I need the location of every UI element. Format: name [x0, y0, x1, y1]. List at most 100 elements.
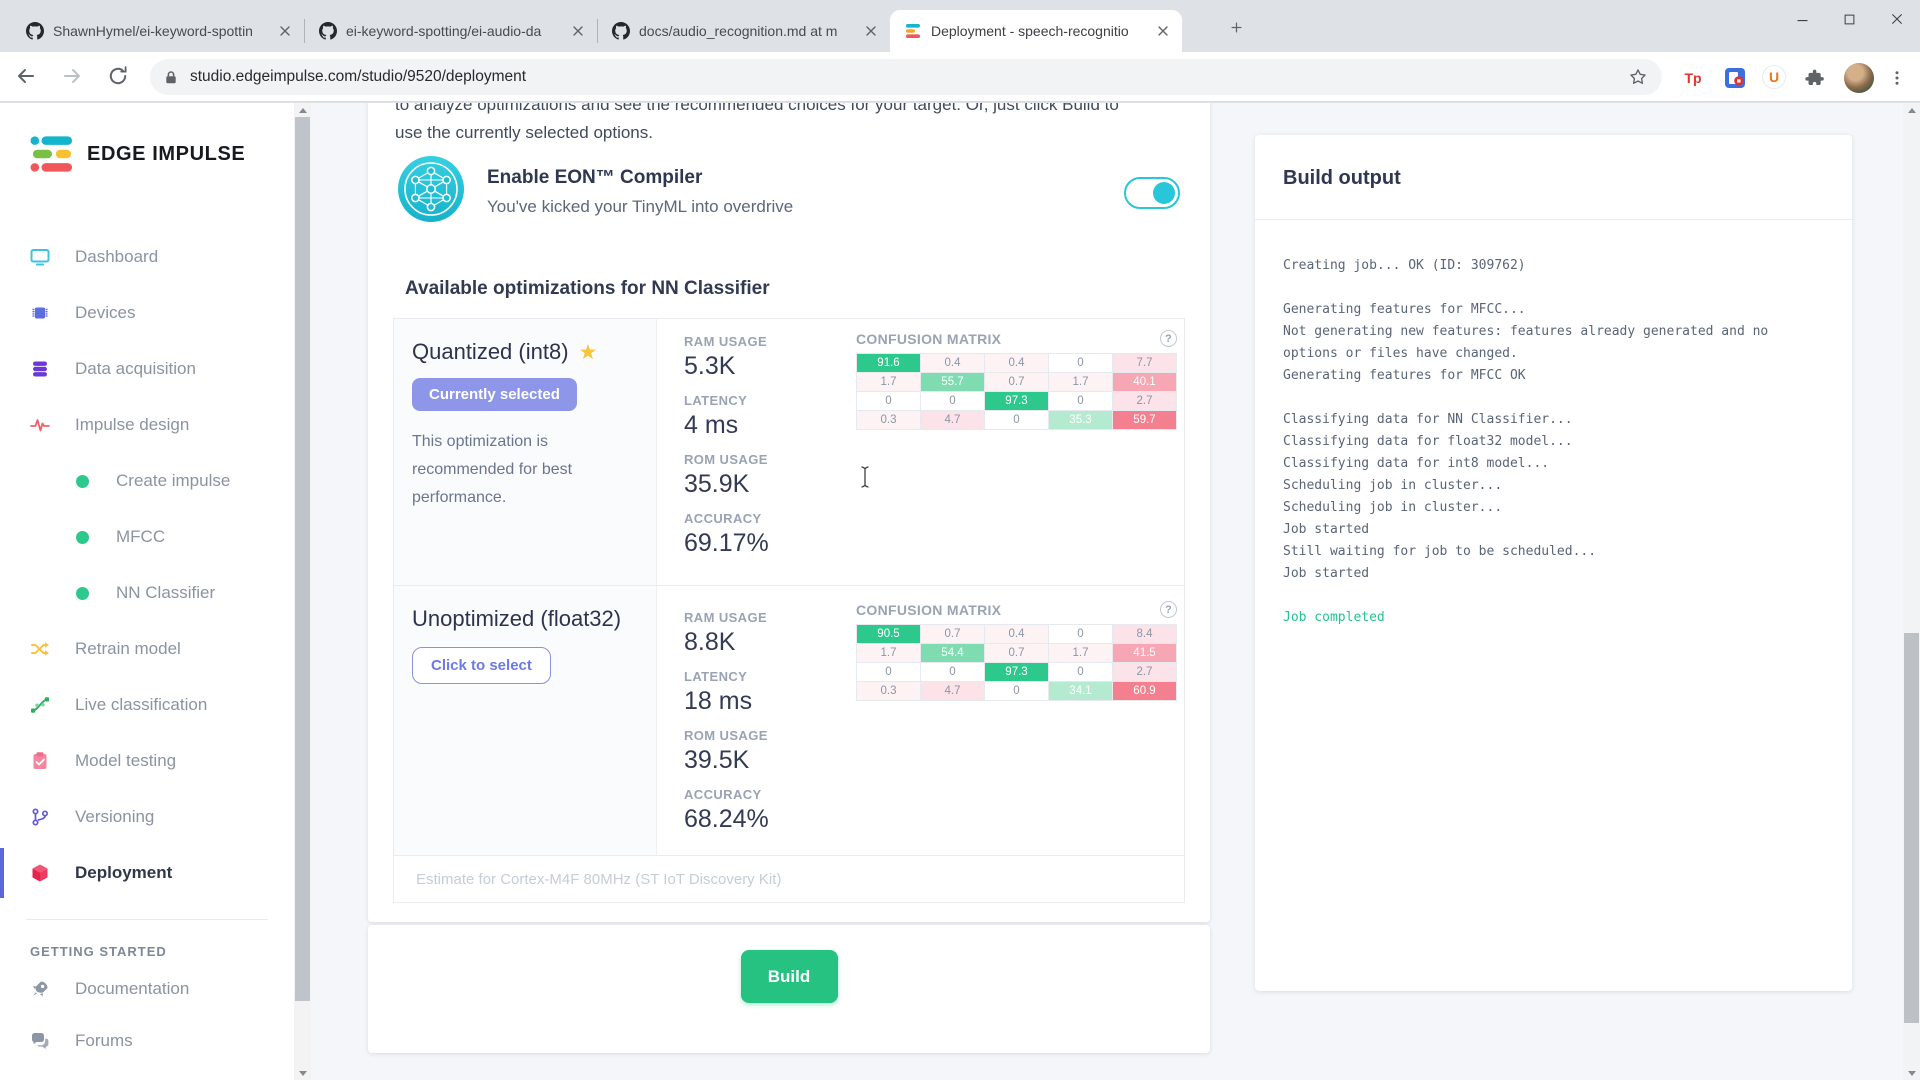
- optimization-description: This optimization is recommended for bes…: [412, 433, 573, 506]
- scroll-down-icon[interactable]: [294, 1066, 311, 1080]
- sidebar-item-documentation[interactable]: Documentation: [0, 963, 294, 1015]
- sidebar-item-model-testing[interactable]: Model testing: [0, 733, 294, 789]
- bookmark-star-icon[interactable]: [1628, 67, 1648, 87]
- sidebar-item-forums[interactable]: Forums: [0, 1015, 294, 1067]
- forums-icon: [30, 1031, 50, 1051]
- confusion-matrix-cell: 34.1: [1049, 682, 1112, 700]
- browser-tab-4[interactable]: Deployment - speech-recognitio: [890, 10, 1182, 52]
- stat-value: 8.8K: [684, 628, 736, 656]
- tab-close-icon[interactable]: [569, 22, 587, 40]
- scroll-down-icon[interactable]: [1903, 1066, 1920, 1080]
- click-to-select-button[interactable]: Click to select: [412, 647, 551, 684]
- stat-value: 69.17%: [684, 529, 769, 557]
- confusion-matrix-cell: 90.5: [857, 625, 920, 643]
- browser-tab-3[interactable]: docs/audio_recognition.md at m: [598, 10, 890, 52]
- log-line: Generating features for MFCC...: [1283, 302, 1526, 317]
- confusion-matrix-cell: 0: [985, 682, 1048, 700]
- edge-impulse-logo[interactable]: EDGE IMPULSE: [30, 133, 245, 175]
- confusion-matrix-cell: 55.7: [921, 373, 984, 391]
- sidebar-scrollbar[interactable]: [294, 103, 311, 1080]
- tab-close-icon[interactable]: [862, 22, 880, 40]
- sidebar-item-deployment[interactable]: Deployment: [0, 845, 294, 901]
- step-complete-dot-icon: [76, 530, 89, 544]
- log-line: Still waiting for job to be scheduled...: [1283, 544, 1597, 559]
- sidebar-scrollbar-thumb[interactable]: [295, 117, 310, 1001]
- eon-compiler-subtitle: You've kicked your TinyML into overdrive: [487, 197, 794, 216]
- page-scrollbar-thumb[interactable]: [1904, 633, 1919, 1023]
- eon-compiler-icon: [398, 156, 464, 222]
- confusion-matrix-cell: 35.3: [1049, 411, 1112, 429]
- sidebar-item-label: Impulse design: [75, 415, 190, 434]
- reload-button[interactable]: [106, 64, 132, 90]
- stat-ram-usage: RAM USAGE 5.3K: [684, 334, 769, 381]
- sidebar-subitem-nn-classifier[interactable]: NN Classifier: [0, 565, 294, 621]
- confusion-matrix-cell: 0: [857, 392, 920, 410]
- deployment-options-card: to analyze optimizations and see the rec…: [368, 103, 1210, 922]
- confusion-matrix-cell: 0: [1049, 392, 1112, 410]
- help-icon[interactable]: ?: [1160, 601, 1177, 618]
- browser-tab-2[interactable]: ei-keyword-spotting/ei-audio-da: [305, 10, 597, 52]
- address-bar[interactable]: studio.edgeimpulse.com/studio/9520/deplo…: [150, 59, 1662, 95]
- scroll-up-icon[interactable]: [1903, 103, 1920, 117]
- optimization-name: Unoptimized (float32): [412, 606, 622, 631]
- sidebar-item-label: Create impulse: [116, 471, 231, 490]
- build-button[interactable]: Build: [740, 950, 838, 1003]
- scroll-up-icon[interactable]: [294, 103, 311, 117]
- puzzle-icon: [1805, 69, 1824, 85]
- stat-value: 5.3K: [684, 352, 736, 380]
- forward-button[interactable]: [60, 64, 86, 90]
- confusion-matrix-cell: 97.3: [985, 392, 1048, 410]
- sidebar-item-data-acquisition[interactable]: Data acquisition: [0, 341, 294, 397]
- app-content: EDGE IMPULSE Dashboard Devices Data acquis…: [0, 103, 1920, 1080]
- back-button[interactable]: [14, 64, 40, 90]
- confusion-matrix-cell: 0: [1049, 663, 1112, 681]
- sidebar-item-live-classification[interactable]: Live classification: [0, 677, 294, 733]
- url-text: studio.edgeimpulse.com/studio/9520/deplo…: [190, 68, 527, 85]
- extension-password-manager-icon[interactable]: [1722, 65, 1748, 91]
- log-line: [1283, 585, 1824, 607]
- log-line: Job completed: [1283, 610, 1385, 625]
- confusion-matrix-cell: 0: [1049, 625, 1112, 643]
- tab-close-icon[interactable]: [276, 22, 294, 40]
- confusion-matrix-cell: 0.7: [921, 625, 984, 643]
- extension-u-icon[interactable]: U: [1762, 65, 1786, 89]
- new-tab-button[interactable]: [1222, 13, 1250, 41]
- browser-menu-icon[interactable]: [1884, 65, 1910, 91]
- stat-latency: LATENCY 18 ms: [684, 669, 769, 716]
- u-extension-label: U: [1768, 69, 1780, 85]
- profile-avatar[interactable]: [1844, 63, 1874, 93]
- stat-value: 18 ms: [684, 687, 753, 715]
- sidebar-item-versioning[interactable]: Versioning: [0, 789, 294, 845]
- sidebar-item-label: Forums: [75, 1031, 133, 1050]
- sidebar-item-devices[interactable]: Devices: [0, 285, 294, 341]
- confusion-matrix-cell: 8.4: [1113, 625, 1176, 643]
- sidebar-item-label: Documentation: [75, 979, 190, 998]
- stat-latency: LATENCY 4 ms: [684, 393, 769, 440]
- sidebar-item-retrain-model[interactable]: Retrain model: [0, 621, 294, 677]
- dashboard-icon: [30, 247, 50, 267]
- browser-tab-1[interactable]: ShawnHymel/ei-keyword-spottin: [12, 10, 304, 52]
- kebab-menu-icon: [1895, 71, 1899, 85]
- recommended-star-icon: ★: [578, 340, 598, 364]
- close-button[interactable]: [1873, 0, 1920, 38]
- extension-tp-icon[interactable]: Tp: [1680, 65, 1706, 91]
- tab-close-icon[interactable]: [1154, 22, 1172, 40]
- log-line: Scheduling job in cluster...: [1283, 478, 1503, 493]
- page-scrollbar[interactable]: [1903, 103, 1920, 1080]
- sidebar-subitem-create-impulse[interactable]: Create impulse: [0, 453, 294, 509]
- sidebar-subitem-mfcc[interactable]: MFCC: [0, 509, 294, 565]
- window-controls: [1779, 0, 1920, 38]
- extensions-puzzle-icon[interactable]: [1802, 65, 1828, 91]
- sidebar-item-dashboard[interactable]: Dashboard: [0, 229, 294, 285]
- minimize-button[interactable]: [1779, 0, 1826, 38]
- log-line: Classifying data for NN Classifier...: [1283, 412, 1573, 427]
- sidebar-item-impulse-design[interactable]: Impulse design: [0, 397, 294, 453]
- confusion-matrix-cell: 0.3: [857, 411, 920, 429]
- help-icon[interactable]: ?: [1160, 330, 1177, 347]
- unoptimized-details: RAM USAGE 8.8K LATENCY 18 ms ROM USAGE 39.5K A…: [657, 586, 1184, 855]
- edge-impulse-logo-icon: [30, 136, 73, 172]
- maximize-button[interactable]: [1826, 0, 1873, 38]
- eon-compiler-toggle[interactable]: [1124, 177, 1180, 209]
- currently-selected-badge: Currently selected: [412, 378, 577, 411]
